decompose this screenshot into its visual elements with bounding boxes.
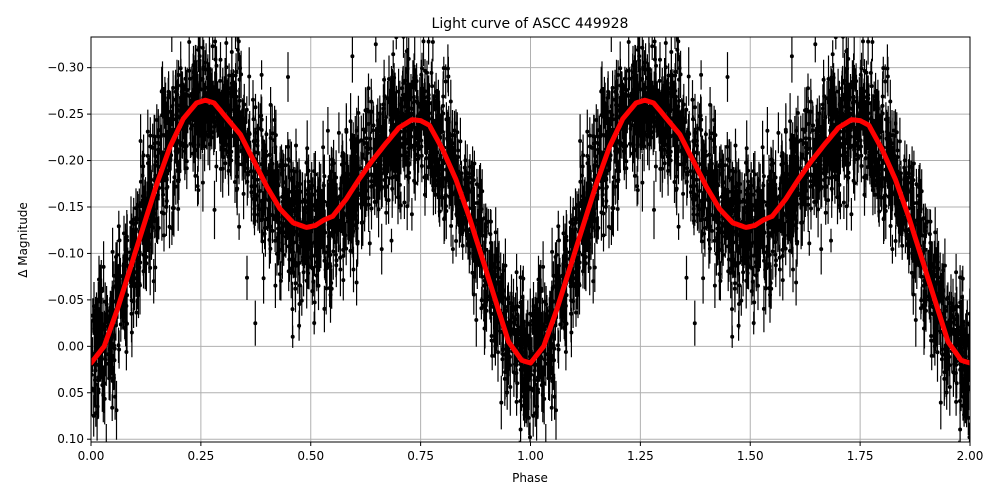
- y-tick-label: 0.00: [57, 339, 84, 353]
- y-tick-label: 0.10: [57, 432, 84, 446]
- x-axis-ticks: 0.00 0.25 0.50 0.75 1.00 1.25 1.50 1.75 2.00: [78, 442, 984, 463]
- x-tick-label: 0.25: [188, 449, 215, 463]
- x-tick-label: 1.75: [847, 449, 874, 463]
- y-tick-label: −0.10: [47, 246, 84, 260]
- y-tick-label: −0.25: [47, 107, 84, 121]
- x-axis-label: Phase: [512, 471, 548, 485]
- x-tick-label: 2.00: [957, 449, 984, 463]
- fit-curve: [91, 97, 970, 366]
- y-tick-label: −0.15: [47, 200, 84, 214]
- x-tick-label: 0.00: [78, 449, 105, 463]
- x-tick-label: 1.25: [627, 449, 654, 463]
- x-tick-label: 1.50: [737, 449, 764, 463]
- x-tick-label: 0.50: [297, 449, 324, 463]
- y-axis-label: Δ Magnitude: [16, 202, 30, 278]
- y-tick-label: −0.05: [47, 293, 84, 307]
- y-axis-ticks: −0.30 −0.25 −0.20 −0.15 −0.10 −0.05 0.00 0.05 0.…: [47, 61, 91, 446]
- chart-title: Light curve of ASCC 449928: [432, 16, 629, 32]
- y-tick-label: −0.20: [47, 154, 84, 168]
- x-tick-label: 0.75: [407, 449, 434, 463]
- x-tick-label: 1.00: [517, 449, 544, 463]
- y-tick-label: 0.05: [57, 386, 84, 400]
- y-tick-label: −0.30: [47, 61, 84, 75]
